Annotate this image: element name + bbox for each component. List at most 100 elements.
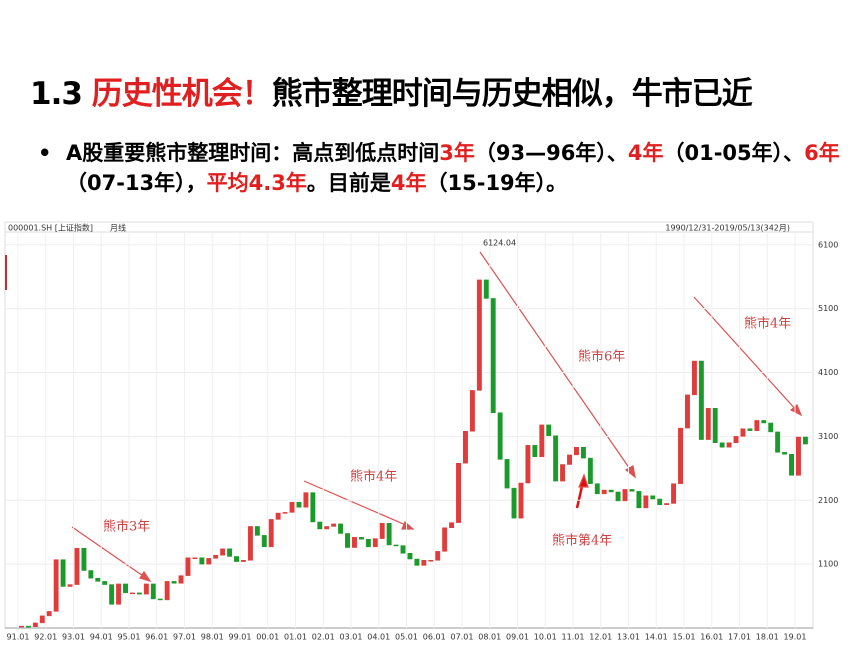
x-tick-label: 95.01 [118, 633, 141, 642]
candle-body [629, 489, 635, 492]
x-tick-label: 97.01 [173, 633, 196, 642]
candle-body [379, 523, 385, 539]
candle-body [365, 538, 371, 548]
candle-body [247, 526, 253, 561]
annotation: 熊市6年 [578, 349, 625, 365]
candle-body [691, 360, 697, 396]
bullet-segment: （93—96年）、 [474, 141, 628, 165]
annotation: 熊市第4年 [552, 533, 612, 549]
annotation: 熊市4年 [744, 316, 791, 332]
arrows [71, 251, 803, 583]
candle-body [761, 420, 767, 424]
candle-body [601, 489, 607, 495]
candle-body [608, 489, 614, 493]
title-segment: 熊市整理时间与历史相似，牛市已近 [271, 76, 753, 112]
candle-body [685, 394, 690, 429]
x-tick-label: 96.01 [145, 633, 168, 642]
marker [5, 255, 7, 290]
x-tick-label: 10.01 [534, 633, 557, 642]
candle-body [518, 482, 524, 519]
candle-body [594, 483, 600, 495]
candle-body [386, 523, 392, 546]
candle-body [81, 547, 87, 571]
annotation: 熊市3年 [103, 519, 150, 535]
candle-body [678, 427, 683, 484]
candle-body [261, 535, 267, 548]
candle-body [136, 592, 142, 595]
x-tick-label: 09.01 [506, 633, 529, 642]
candle-body [130, 592, 135, 595]
candle-body [109, 584, 115, 605]
candle-body [553, 435, 559, 482]
x-tick-label: 15.01 [673, 633, 696, 642]
candle-body [143, 583, 149, 595]
candle-body [372, 538, 378, 548]
candle-body [747, 428, 753, 431]
candle-body [463, 431, 468, 464]
candle-body [303, 492, 309, 508]
title-segment: 1.3 [30, 76, 92, 112]
y-tick-label: 6100 [818, 240, 838, 249]
candle-body [525, 445, 531, 484]
candle-body [733, 436, 739, 444]
annotation: 熊市4年 [350, 469, 397, 485]
candle-body [698, 360, 704, 440]
x-tick-label: 03.01 [340, 633, 363, 642]
candle-body [227, 548, 233, 557]
candle-body [254, 526, 260, 536]
candle-body [95, 577, 101, 582]
candle-body [414, 558, 420, 566]
x-tick-label: 06.01 [423, 633, 446, 642]
y-tick-label: 1100 [818, 560, 838, 569]
candle-body [574, 446, 579, 456]
candle-body [282, 512, 288, 514]
x-tick-label: 14.01 [645, 633, 668, 642]
bullet-segment: 4年 [390, 171, 427, 195]
candle-body [428, 560, 434, 562]
candle-body [657, 498, 663, 505]
candle-body [532, 445, 538, 458]
candle-body [46, 611, 52, 617]
candle-body [345, 533, 350, 548]
candle-body [275, 512, 281, 520]
x-tick-label: 02.01 [312, 633, 335, 642]
slide-title: 1.3 历史性机会！熊市整理时间与历史相似，牛市已近 [30, 68, 753, 113]
candle-body [782, 452, 788, 455]
candle-body [39, 615, 45, 624]
x-tick-label: 11.01 [562, 633, 585, 642]
x-tick-label: 19.01 [784, 633, 807, 642]
candle-body [442, 527, 448, 552]
candle-body [469, 390, 475, 432]
x-tick-label: 13.01 [617, 633, 640, 642]
candle-body [220, 548, 226, 556]
bullet-text: A股重要熊市整理时间：高点到低点时间3年（93—96年）、4年（01-05年）、… [38, 138, 852, 198]
candle-body [456, 462, 461, 523]
candle-body [636, 491, 642, 509]
y-tick-label: 4100 [818, 368, 838, 377]
candle-body [802, 436, 808, 445]
candle-body [622, 489, 628, 502]
candle-body [476, 279, 482, 391]
candle-body [241, 560, 246, 562]
candle-body [754, 420, 760, 431]
x-tick-label: 01.01 [284, 633, 307, 642]
candle-body [19, 625, 24, 628]
candle-body [25, 625, 31, 628]
candle-body [497, 412, 503, 460]
candle-body [317, 521, 323, 530]
candle-body [393, 544, 399, 547]
candle-body [338, 523, 344, 534]
candle-body [449, 522, 455, 528]
candle-body [435, 551, 441, 561]
candle-body [164, 581, 170, 601]
x-tick-label: 17.01 [728, 633, 751, 642]
bullet-segment: 平均4.3年 [206, 171, 307, 195]
candle-body [67, 584, 73, 587]
candle-body [123, 583, 128, 594]
candle-body [324, 526, 330, 530]
candle-body [768, 422, 774, 433]
x-tick-label: 93.01 [62, 633, 85, 642]
candle-body [185, 557, 191, 576]
candle-body [192, 557, 198, 559]
